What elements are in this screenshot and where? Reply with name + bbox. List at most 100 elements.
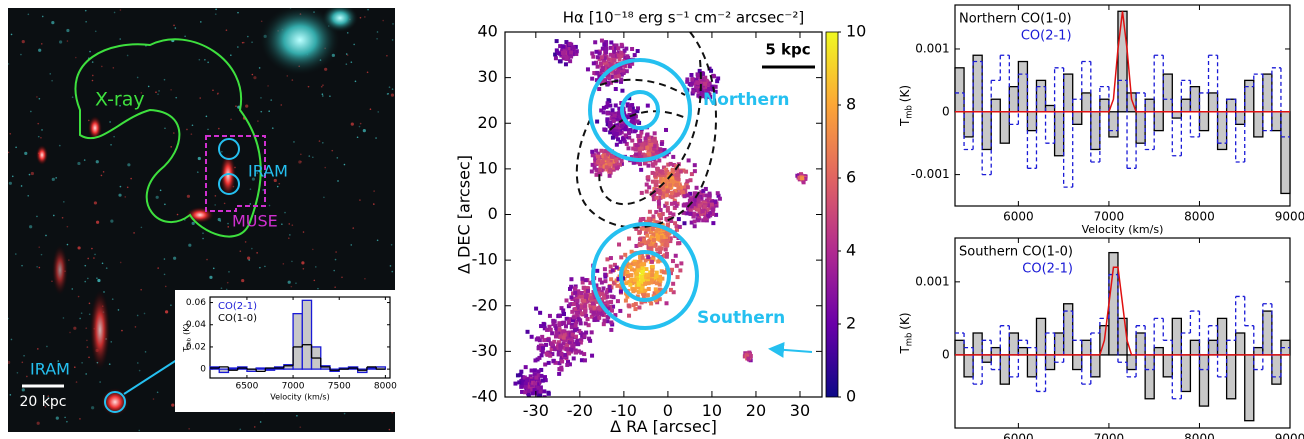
emission-pixel [647,273,652,278]
emission-pixel [795,173,800,178]
emission-pixel [672,206,677,211]
field-source [188,427,190,430]
emission-pixel [582,304,587,309]
emission-pixel [659,235,664,240]
emission-pixel [665,169,670,174]
emission-pixel [687,209,692,214]
emission-pixel [689,82,694,87]
emission-pixel [565,330,570,335]
emission-pixel [532,372,537,377]
emission-pixel [558,343,563,348]
field-source [376,37,378,40]
field-source [217,92,219,95]
emission-pixel [660,170,665,175]
field-source [281,223,283,226]
emission-pixel [627,64,632,69]
emission-pixel [685,202,690,207]
field-source [196,171,199,173]
emission-pixel [675,275,680,280]
field-source [186,128,188,131]
field-source [345,63,348,65]
emission-pixel [630,106,635,111]
emission-pixel [650,240,655,245]
tail [88,116,102,140]
emission-pixel [561,308,566,313]
emission-pixel [670,259,675,264]
emission-pixel [625,102,630,107]
emission-pixel [639,217,644,222]
emission-pixel [703,81,708,86]
emission-pixel [584,294,589,299]
field-source [377,111,380,113]
emission-pixel [674,164,679,169]
emission-pixel [622,48,627,53]
field-source [16,372,19,374]
emission-pixel [666,162,671,167]
emission-pixel [561,341,566,346]
field-source [197,156,201,161]
legend-entry: CO(2-1) [1021,29,1072,44]
emission-pixel [616,68,621,73]
emission-pixel [692,193,697,198]
emission-pixel [556,352,561,357]
channel [999,354,1010,385]
emission-pixel [617,114,622,119]
y-axis-label: Tmb (K) [898,312,914,354]
emission-pixel [556,340,561,345]
emission-pixel [621,68,626,73]
emission-pixel [559,306,564,311]
emission-pixel [601,79,606,84]
emission-pixel [523,385,528,390]
contour [599,78,691,131]
field-source [136,314,139,317]
y-tick-label: -30 [472,341,498,360]
emission-pixel [647,185,652,190]
field-source [101,65,103,68]
galaxy [322,8,358,32]
emission-pixel [610,308,615,313]
emission-pixel [558,44,563,49]
emission-pixel [561,53,566,58]
field-source [79,418,81,420]
field-source [27,194,30,197]
emission-pixel [558,346,563,351]
field-source [214,195,217,197]
emission-pixel [608,52,613,57]
emission-pixel [560,50,565,55]
field-source [373,190,375,192]
emission-pixel [669,218,674,223]
emission-pixel [658,172,663,177]
emission-pixel [612,262,617,267]
channel [972,54,983,113]
field-source [239,428,242,431]
emission-pixel [618,289,623,294]
field-source [36,215,38,218]
emission-pixel [651,217,656,222]
channel [292,312,303,370]
emission-pixel [668,215,673,220]
field-source [21,264,23,267]
y-tick-label: 10 [477,158,497,177]
field-source [190,133,193,135]
emission-pixel [703,216,708,221]
emission-pixel [577,328,582,333]
emission-pixel [624,281,629,286]
emission-pixel [676,217,681,222]
x-tick-label: 10 [702,401,722,420]
channel [1017,60,1029,113]
emission-pixel [559,365,564,370]
emission-pixel [665,189,670,194]
emission-pixel [642,226,647,231]
emission-pixel [715,79,720,84]
emission-pixel [614,134,619,139]
emission-pixel [644,272,649,277]
field-source [264,265,266,268]
emission-pixel [662,148,667,153]
emission-pixel [699,190,704,195]
field-source [346,32,349,34]
emission-pixel [599,55,604,60]
emission-pixel [674,263,679,268]
field-source [77,246,81,250]
channel [954,67,965,113]
emission-pixel [608,269,613,274]
